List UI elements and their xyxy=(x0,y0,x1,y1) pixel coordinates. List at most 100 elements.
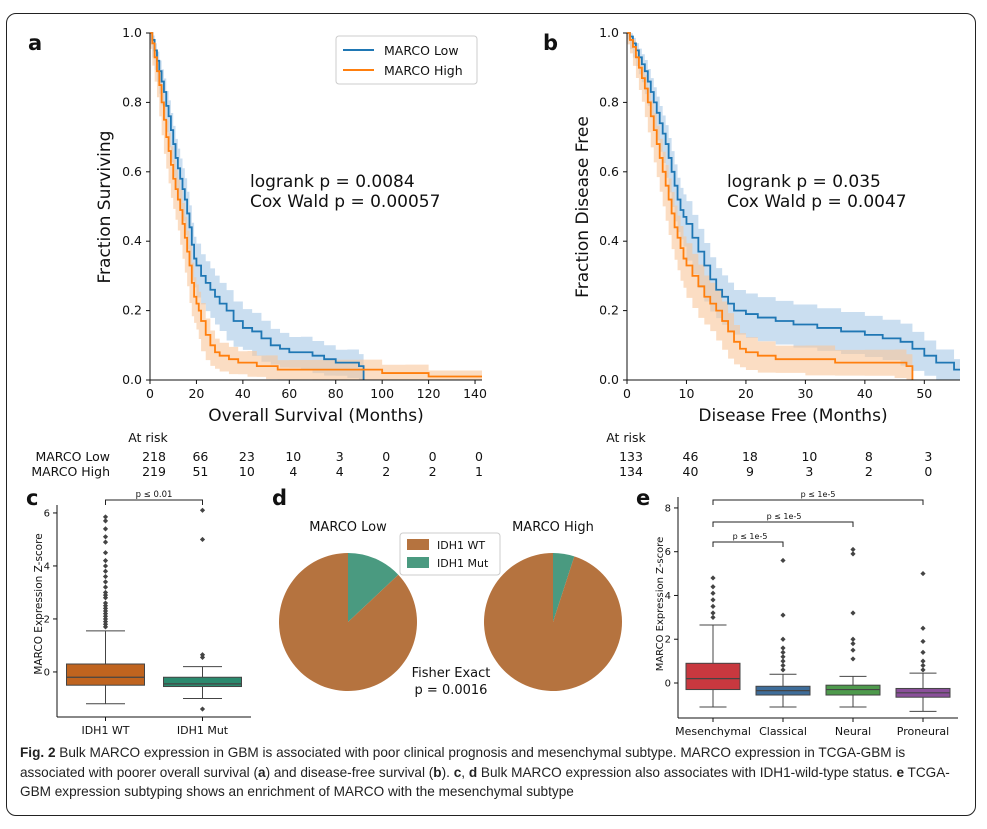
panel-c-outlier xyxy=(199,652,206,658)
panel-a-at-risk-value: 218 xyxy=(142,449,166,464)
panel-a-y-tick-label: 0.6 xyxy=(122,164,142,179)
panel-a-ci-band-low xyxy=(150,33,364,380)
panel-a-at-risk-value: 3 xyxy=(336,449,344,464)
panel-e-outlier xyxy=(710,610,716,616)
panel-c-outlier xyxy=(102,624,109,630)
caption-text-1: Bulk MARCO expression in GBM is associat… xyxy=(20,745,906,780)
panel-c-outlier xyxy=(102,568,109,574)
panel-a-at-risk-value: 66 xyxy=(192,449,208,464)
legend-swatch-wt xyxy=(407,539,429,550)
panel-e-outlier xyxy=(850,656,856,662)
panel-c-significance-bracket xyxy=(105,499,203,505)
panel-e-significance-bracket xyxy=(712,541,784,547)
panel-e-outlier xyxy=(710,584,716,590)
panel-b-at-risk-value: 3 xyxy=(924,449,932,464)
panel-b-stat-logrank: logrank p = 0.035 xyxy=(727,172,881,192)
panel-b-at-risk-value: 40 xyxy=(683,464,699,479)
survival-plot-a: 0.0 0.2 0.4 0.6 0.8 1.0 0 20 40 60 80 100 120 140 xyxy=(122,25,487,401)
legend-label-wt: IDH1 WT xyxy=(437,539,485,552)
panel-b-y-tick-label: 1.0 xyxy=(599,25,619,40)
panel-a-y-tick-label: 1.0 xyxy=(122,25,142,40)
panel-e-outlier xyxy=(920,662,926,669)
panel-c-outlier xyxy=(102,589,109,596)
panel-c-outlier xyxy=(102,579,109,585)
figure-caption: Fig. 2 Bulk MARCO expression in GBM is a… xyxy=(20,743,970,802)
legend-label-low: MARCO Low xyxy=(384,43,459,58)
caption-ref-d: d xyxy=(468,764,478,780)
panel-c-outlier xyxy=(102,558,109,564)
panel-e-outlier xyxy=(780,658,786,664)
panel-c-letter: c xyxy=(26,486,38,510)
panel-e-outlier xyxy=(710,597,716,603)
panel-a-at-risk-label: MARCO Low xyxy=(35,449,110,464)
panel-a-at-risk-value: 1 xyxy=(475,464,483,479)
panel-e-outlier xyxy=(920,667,926,673)
panel-c-significance: p ≤ 0.01 xyxy=(136,490,173,500)
panel-b-at-risk-value: 2 xyxy=(865,464,873,479)
panel-b-y-tick-label: 0.8 xyxy=(599,94,619,109)
survival-plot-b: 0.0 0.2 0.4 0.6 0.8 1.0 0 10 20 30 40 50 xyxy=(599,25,960,401)
panel-a-at-risk-value: 23 xyxy=(239,449,255,464)
panel-b-x-tick-label: 20 xyxy=(738,386,754,401)
caption-text-4: , xyxy=(461,764,469,780)
panel-a-at-risk-value: 0 xyxy=(382,449,390,464)
panel-d-letter: d xyxy=(272,486,287,510)
panel-a-letter: a xyxy=(28,31,42,55)
caption-text-5: Bulk MARCO expression also associates wi… xyxy=(477,764,897,780)
panel-b-x-tick-label: 40 xyxy=(857,386,873,401)
panel-e-outlier xyxy=(780,667,786,673)
panel-a-x-tick-label: 100 xyxy=(370,386,394,401)
panel-c-outlier xyxy=(199,654,206,660)
panel-e-outlier xyxy=(920,625,926,631)
caption-ref-b: b xyxy=(433,764,442,780)
panel-b-at-risk-value: 3 xyxy=(805,464,813,479)
panel-c-x-tick-label: IDH1 WT xyxy=(81,724,129,737)
caption-ref-e: e xyxy=(896,764,904,780)
panel-a-y-tick-label: 0.4 xyxy=(122,233,142,248)
caption-ref-c: c xyxy=(453,764,462,780)
panel-c-outlier xyxy=(102,550,109,556)
fisher-label: Fisher Exact xyxy=(412,666,491,681)
panel-c-outlier xyxy=(102,613,109,619)
panel-a-at-risk-value: 0 xyxy=(429,449,437,464)
panel-e-outlier xyxy=(780,645,786,651)
legend-label-mut: IDH1 Mut xyxy=(437,557,489,570)
panel-a-y-tick-label: 0.8 xyxy=(122,94,142,109)
panel-b-x-tick-label: 10 xyxy=(679,386,695,401)
panel-c-ylabel: MARCO Expression Z-score xyxy=(33,533,45,674)
panel-c-outlier xyxy=(102,592,109,598)
panel-e-x-tick-label: Mesenchymal xyxy=(675,725,751,738)
panel-e-outlier xyxy=(710,575,716,581)
panel-b-ci-band-high xyxy=(627,33,913,380)
panel-a-x-tick-label: 140 xyxy=(463,386,487,401)
panel-e-outlier xyxy=(850,641,856,647)
panel-e-outlier xyxy=(920,649,926,655)
panel-e-outlier xyxy=(780,557,786,564)
pie-charts-d xyxy=(279,553,623,692)
panel-c-y-tick-label: 6 xyxy=(44,508,50,519)
panel-e-sig-3: p ≤ 1e-5 xyxy=(801,490,836,499)
panel-a-y-tick-label: 0.0 xyxy=(122,372,142,387)
panel-b-y-tick-label: 0.4 xyxy=(599,233,619,248)
panel-b-at-risk-value: 46 xyxy=(683,449,699,464)
panel-b-at-risk-value: 10 xyxy=(801,449,817,464)
panel-e-outlier xyxy=(710,590,716,596)
legend: MARCO Low MARCO High xyxy=(335,35,478,85)
panel-c-outlier xyxy=(199,536,206,543)
panel-e-outlier xyxy=(850,546,856,553)
panel-a-y-tick-label: 0.2 xyxy=(122,303,142,318)
panel-b-km-line-high xyxy=(627,32,914,380)
pie-slice-idh1-wt xyxy=(484,553,623,691)
panel-c-y-tick-label: 0 xyxy=(44,667,50,678)
panel-a-at-risk-label: MARCO High xyxy=(31,464,110,479)
panel-b-km-line-low xyxy=(627,32,960,371)
panel-e-outlier xyxy=(920,658,926,664)
panel-e-x-tick-label: Classical xyxy=(759,725,807,738)
legend-label-high: MARCO High xyxy=(384,63,463,78)
panel-b-at-risk-value: 9 xyxy=(746,464,754,479)
panel-a-xlabel: Overall Survival (Months) xyxy=(208,406,424,426)
panel-a-x-tick-label: 0 xyxy=(146,386,154,401)
panel-a-x-tick-label: 40 xyxy=(235,386,251,401)
panel-b-at-risk-value: 134 xyxy=(619,464,643,479)
